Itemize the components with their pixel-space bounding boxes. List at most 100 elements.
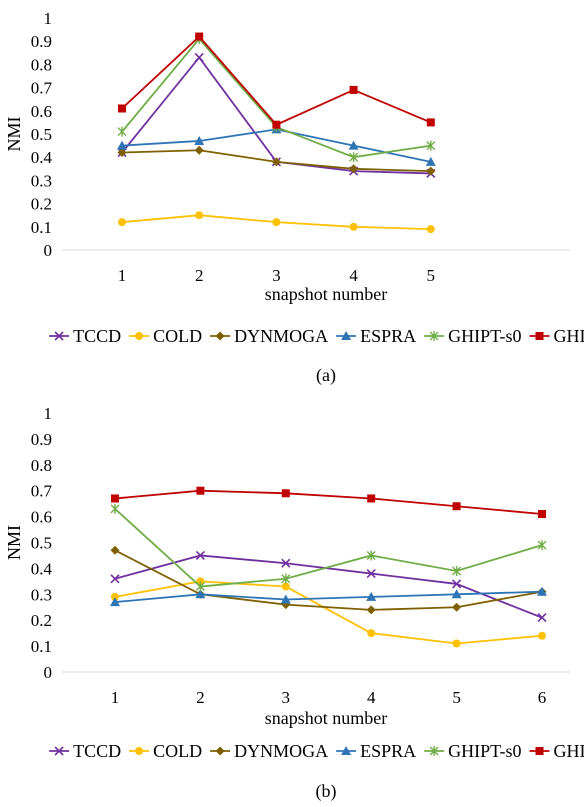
series-line [114,508,543,588]
data-point [367,629,376,638]
data-point [426,118,435,127]
y-tick-label: 0.4 [31,148,53,167]
y-tick-label: 0.1 [31,218,52,237]
legend-marker [535,747,544,755]
data-point [349,222,358,231]
y-tick-label: 0.2 [31,195,52,214]
x-tick-label: 3 [272,266,281,285]
data-point [271,157,281,167]
data-point [537,540,547,551]
series-dynmoga [110,545,547,615]
y-tick-label: 0 [44,241,53,260]
y-tick-label: 0.5 [31,534,52,553]
legend-item: GHIPT [529,741,584,761]
data-point [272,218,281,227]
legend: TCCD COLD DYNMOGA ESPRA GHIPT-s0 GHIPT [49,326,584,346]
legend-marker [135,332,144,340]
data-point [281,573,291,584]
y-tick-label: 0.1 [31,637,52,656]
data-point [426,140,436,151]
series-line [114,549,543,611]
data-point [426,225,435,234]
series-line [114,590,543,603]
data-point [451,589,462,599]
legend-label: GHIPT [554,741,584,761]
data-point [366,569,376,579]
y-tick-label: 0 [44,663,53,682]
data-point [280,594,291,604]
series-cold [111,577,546,648]
y-tick-label: 0.8 [31,55,52,74]
legend-item: TCCD [49,326,121,346]
series-dynmoga [117,145,436,176]
legend-item: DYNMOGA [210,326,328,346]
series-line [114,554,543,619]
legend-label: TCCD [73,326,121,346]
data-point [366,550,376,561]
x-tick-label: 4 [367,688,376,707]
chart-b: 0 0.1 0.2 0.3 0.4 0.5 0.6 0.7 0.8 0.9 1 1 2 3 4 5 6 NMI sn… [4,404,584,802]
data-point [281,489,290,498]
series-espra [110,586,547,607]
legend-label: COLD [153,741,202,761]
legend-marker [54,746,64,756]
data-point [281,558,291,568]
legend-label: ESPRA [360,326,416,346]
legend-item: ESPRA [336,741,416,761]
data-point [349,152,359,163]
data-point [194,145,204,155]
y-tick-label: 0.5 [31,125,52,144]
data-point [117,140,127,150]
x-tick-label: 2 [196,688,205,707]
x-tick-label: 6 [538,688,547,707]
y-tick-label: 0.2 [31,611,52,630]
legend-marker [341,331,352,340]
data-point [452,579,462,589]
data-point [281,582,290,591]
data-point [110,597,120,607]
x-tick-label: 1 [118,266,127,285]
series-line [121,128,431,163]
y-axis-title: NMI [4,525,24,560]
y-tick-label: 0.4 [31,559,53,578]
legend-item: GHIPT [529,326,584,346]
legend-marker [429,331,439,341]
legend-label: TCCD [73,741,121,761]
series-ghipt-s0 [110,503,547,592]
data-point [537,586,547,596]
y-tick-label: 0.7 [31,79,53,98]
legend-label: ESPRA [360,741,416,761]
data-point [349,85,358,94]
y-tick-label: 0.3 [31,585,52,604]
x-tick-label: 2 [195,266,204,285]
legend-item: COLD [129,326,202,346]
data-point [348,140,359,150]
data-point [110,545,120,555]
data-point [111,592,119,601]
data-point [196,486,205,495]
series-line [114,580,543,645]
data-point [537,613,547,623]
y-tick-label: 1 [44,404,53,423]
data-point [194,52,204,63]
y-axis-title: NMI [4,116,24,151]
data-point [196,577,205,586]
x-axis-title: snapshot number [265,708,387,728]
legend-marker [215,331,225,341]
legend-item: DYNMOGA [210,741,328,761]
data-point [452,565,462,576]
legend-label: GHIPT-s0 [448,741,521,761]
legend-marker [341,746,352,755]
series-ghipt [111,486,546,519]
data-point [366,605,376,615]
x-tick-label: 4 [349,266,358,285]
series-line [121,37,431,159]
legend-marker [135,747,144,755]
legend-marker [215,746,225,756]
data-point [111,494,119,503]
y-tick-label: 0.3 [31,171,52,190]
data-point [426,166,436,176]
data-point [195,32,204,41]
series-ghipt [118,32,435,129]
